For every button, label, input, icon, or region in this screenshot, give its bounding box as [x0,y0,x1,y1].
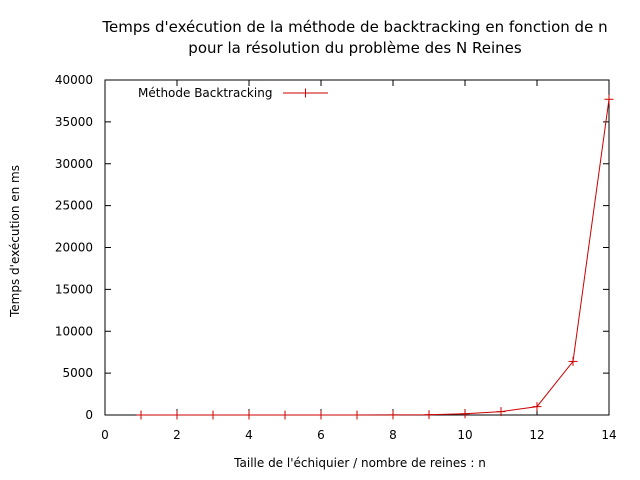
y-tick-label: 25000 [55,199,93,213]
data-point [316,410,326,420]
data-point [460,409,470,419]
x-tick-label: 4 [245,428,253,442]
y-tick-label: 30000 [55,157,93,171]
data-point [136,410,146,420]
x-tick-label: 8 [389,428,397,442]
y-tick-label: 15000 [55,282,93,296]
legend-label: Méthode Backtracking [138,86,272,100]
data-point [424,410,434,420]
x-tick-label: 0 [101,428,109,442]
series-line [141,99,610,416]
y-tick-label: 10000 [55,324,93,338]
y-tick-label: 35000 [55,115,93,129]
chart-subtitle: pour la résolution du problème des N Rei… [188,39,522,57]
x-tick-label: 14 [601,428,616,442]
data-point [352,410,362,420]
chart-title: Temps d'exécution de la méthode de backt… [102,18,608,36]
data-point [172,410,182,420]
data-point [244,410,254,420]
x-tick-label: 10 [457,428,472,442]
plot-frame [104,79,610,416]
x-axis-label: Taille de l'échiquier / nombre de reines… [234,456,486,470]
x-tick-label: 12 [529,428,544,442]
y-axis-label: Temps d'exécution en ms [8,165,22,317]
data-point [604,94,614,104]
y-tick-label: 5000 [62,366,93,380]
x-tick-label: 2 [173,428,181,442]
x-tick-label: 6 [317,428,325,442]
y-tick-label: 40000 [55,73,93,87]
data-point [388,410,398,420]
data-point [496,407,506,417]
data-point [208,410,218,420]
data-point [568,356,578,366]
data-point [280,410,290,420]
y-tick-label: 20000 [55,241,93,255]
y-tick-label: 0 [85,408,93,422]
data-point [532,402,542,412]
